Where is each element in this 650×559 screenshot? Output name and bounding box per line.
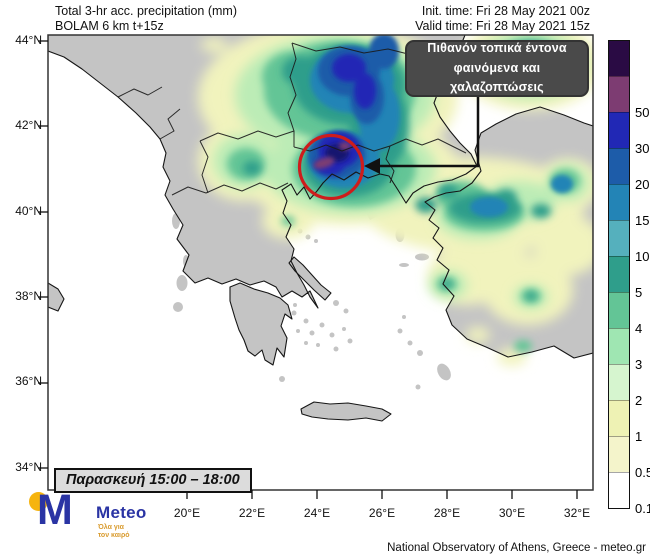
colorbar-segment: 50 [609, 76, 649, 120]
map-frame [47, 34, 594, 491]
attribution: National Observatory of Athens, Greece -… [387, 542, 646, 554]
lon-label: 32°E [563, 506, 591, 520]
lon-label: 28°E [433, 506, 461, 520]
colorbar-segment [609, 41, 629, 76]
hazard-callout-line1: Πιθανόν τοπικά έντονα [427, 41, 567, 56]
hazard-callout-line2: φαινόμενα και χαλαζοπτώσεις [450, 60, 544, 95]
colorbar-tick-label: 0.1 [635, 501, 650, 516]
map-title-line1: Total 3-hr acc. precipitation (mm) [55, 4, 238, 18]
init-time: Init. time: Fri 28 May 2021 00z [421, 4, 590, 18]
valid-time: Valid time: Fri 28 May 2021 15z [415, 19, 590, 33]
lon-label: 26°E [368, 506, 396, 520]
colorbar-segment: 30 [609, 112, 649, 156]
lat-label: 40°N [15, 203, 42, 218]
colorbar-tick-label: 0.5 [635, 465, 650, 480]
colorbar-tick-label: 3 [635, 357, 643, 372]
colorbar: 50 30 20 15 10 5 4 3 2 1 0.5 0.1 [608, 40, 650, 516]
lat-label: 44°N [15, 33, 42, 47]
colorbar-segment: 4 [609, 292, 642, 336]
lon-label: 30°E [498, 506, 526, 520]
map-title-line2: BOLAM 6 km t+15z [55, 19, 164, 33]
lat-label: 38°N [15, 288, 42, 303]
lat-label: 36°N [15, 374, 42, 389]
lon-label: 24°E [303, 506, 331, 520]
colorbar-segment: 3 [609, 328, 642, 372]
map-title: Total 3-hr acc. precipitation (mm) BOLAM… [55, 4, 237, 34]
colorbar-segment: 2 [609, 364, 642, 408]
logo-tagline-line2: τον καιρό [98, 532, 130, 539]
lon-label: 20°E [173, 506, 201, 520]
model-times: Init. time: Fri 28 May 2021 00z Valid ti… [415, 4, 590, 34]
colorbar-segment: 0.1 [609, 472, 650, 516]
colorbar-tick-label: 15 [635, 213, 650, 228]
colorbar-tick-label: 30 [635, 141, 650, 156]
logo-m-icon[interactable]: M [37, 486, 73, 534]
lat-label: 42°N [15, 118, 42, 133]
colorbar-tick-label: 50 [635, 105, 650, 120]
logo-dot-icon [29, 492, 48, 511]
colorbar-tick-label: 2 [635, 393, 643, 408]
colorbar-segment: 1 [609, 400, 642, 444]
colorbar-segment: 5 [609, 256, 642, 300]
hazard-callout: Πιθανόν τοπικά έντονα φαινόμενα και χαλα… [405, 40, 589, 97]
latitude-ticks [38, 40, 48, 469]
callout-arrow [364, 96, 480, 174]
lat-label: 34°N [15, 459, 42, 474]
logo-wordmark[interactable]: Meteo [96, 503, 147, 522]
colorbar-tick-label: 5 [635, 285, 643, 300]
logo-tagline-line1: Όλα για [98, 524, 124, 531]
colorbar-segment: 15 [609, 184, 649, 228]
colorbar-segment: 20 [609, 148, 649, 192]
lon-label: 22°E [238, 506, 266, 520]
precipitation-map [38, 34, 594, 499]
logo-tagline: Όλα για τον καιρό [98, 524, 130, 540]
valid-period-box: Παρασκευή 15:00 – 18:00 [54, 468, 252, 493]
colorbar-segment: 10 [609, 220, 649, 264]
colorbar-tick-label: 1 [635, 429, 643, 444]
colorbar-segment: 0.5 [609, 436, 650, 480]
colorbar-tick-label: 4 [635, 321, 643, 336]
highlight-circle [297, 133, 365, 201]
colorbar-tick-label: 10 [635, 249, 650, 264]
colorbar-tick-label: 20 [635, 177, 650, 192]
country-borders [117, 42, 467, 196]
